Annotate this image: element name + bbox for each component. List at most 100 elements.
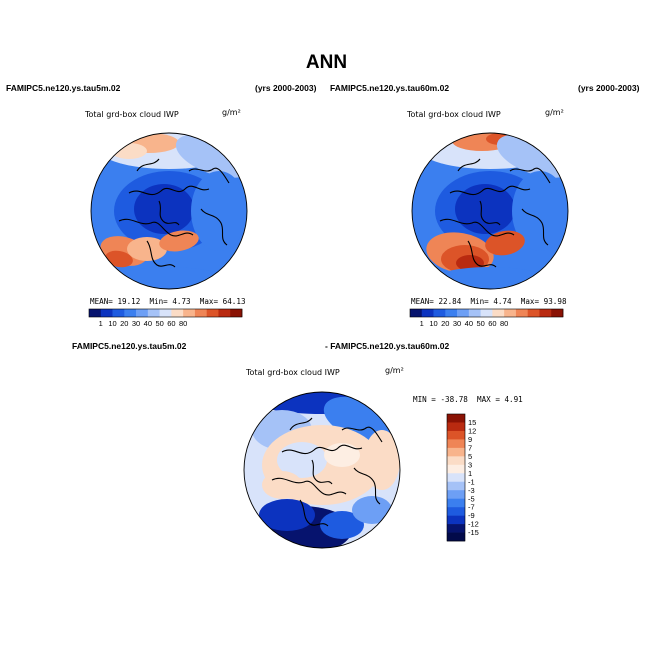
panel2-max-label: Max= bbox=[520, 297, 540, 306]
colorbar-3-tick-label: -9 bbox=[468, 511, 475, 520]
map-3-coastline bbox=[353, 467, 381, 505]
map-3-region bbox=[320, 511, 364, 539]
colorbar-3-swatch bbox=[447, 507, 465, 516]
map-2-coastline bbox=[457, 158, 481, 172]
colorbar-3-swatch bbox=[447, 414, 465, 423]
map-3-coastline bbox=[281, 444, 363, 455]
map-1-field bbox=[91, 133, 247, 289]
panel1-max-label: Max= bbox=[199, 297, 219, 306]
colorbar-1-swatch bbox=[183, 309, 196, 317]
map-2-region bbox=[512, 171, 568, 251]
map-1-coastline bbox=[200, 208, 228, 246]
colorbar-2-tick-label: 1 bbox=[420, 319, 424, 328]
map-1-region bbox=[109, 267, 229, 289]
colorbar-2-swatch bbox=[445, 309, 458, 317]
colorbar-1-swatch bbox=[100, 309, 113, 317]
panel3-stats: MIN = -38.78 MAX = 4.91 bbox=[413, 395, 523, 404]
panel2-mean-value: 22.84 bbox=[438, 297, 462, 306]
colorbar-2-swatch bbox=[527, 309, 540, 317]
map-2-coastline bbox=[521, 208, 549, 246]
colorbar-1-tick-label: 50 bbox=[155, 319, 163, 328]
map-1-coastline bbox=[136, 158, 160, 172]
panel1-mean-label: MEAN= bbox=[90, 297, 113, 306]
colorbar-2-tick-label: 80 bbox=[500, 319, 508, 328]
map-1-coastline bbox=[158, 200, 180, 226]
colorbar-3-tick-label: 7 bbox=[468, 443, 472, 452]
colorbar-3-swatch bbox=[447, 481, 465, 491]
map-1-region bbox=[134, 184, 194, 234]
map-1-coastline bbox=[188, 167, 230, 184]
colorbar-1-swatch bbox=[159, 309, 172, 317]
colorbar-3-tick-label: -3 bbox=[468, 486, 475, 495]
panel1-min-label: Min= bbox=[149, 297, 168, 306]
colorbar-1-swatch bbox=[136, 309, 149, 317]
panel3-polar-map bbox=[243, 391, 401, 549]
colorbar-2-swatch bbox=[539, 309, 552, 317]
colorbar-3-swatch bbox=[447, 439, 465, 449]
map-3-region bbox=[324, 443, 360, 467]
colorbar-3-swatch bbox=[447, 447, 465, 457]
colorbar-3-tick-label: 3 bbox=[468, 460, 472, 469]
map-3-region bbox=[364, 430, 400, 490]
panel3-max-value: 4.91 bbox=[504, 395, 523, 404]
right-case-label: FAMIPC5.ne120.ys.tau60m.02 bbox=[330, 83, 450, 93]
colorbar-2-swatch bbox=[551, 309, 564, 317]
colorbar-2-tick-label: 30 bbox=[453, 319, 461, 328]
map-1-coastline bbox=[146, 240, 176, 268]
colorbar-3-swatch bbox=[447, 532, 465, 542]
map-3-field bbox=[244, 392, 400, 548]
colorbar-3-swatch bbox=[447, 473, 465, 483]
map-3-region bbox=[262, 471, 302, 499]
colorbar-3-swatch bbox=[447, 515, 465, 525]
map-2-region bbox=[456, 255, 484, 271]
colorbar-3-tick-label: -5 bbox=[468, 494, 475, 503]
plot-title: ANN bbox=[305, 52, 348, 73]
map-2-coastline bbox=[509, 167, 551, 184]
map-1-coastline bbox=[118, 218, 194, 237]
panel2-stats: MEAN= 22.84 Min= 4.74 Max= 93.98 bbox=[411, 297, 567, 306]
map-3-boundary bbox=[243, 391, 401, 549]
map-3-coastline bbox=[341, 426, 383, 443]
map-3-coastline bbox=[299, 499, 329, 527]
colorbar-3-swatch bbox=[447, 524, 465, 533]
colorbar-1-tick-label: 10 bbox=[108, 319, 116, 328]
panel2-units: g/m² bbox=[545, 108, 564, 117]
map-2-coastline bbox=[479, 200, 501, 226]
colorbar-1-tick-label: 40 bbox=[144, 319, 152, 328]
colorbar-1-tick-label: 30 bbox=[132, 319, 140, 328]
colorbar-2-swatch bbox=[480, 309, 493, 317]
map-2-coastline bbox=[449, 185, 531, 196]
map-1-coastline bbox=[128, 185, 210, 196]
diff-left-case-label: FAMIPC5.ne120.ys.tau5m.02 bbox=[72, 341, 187, 351]
panel2-min-value: 4.74 bbox=[493, 297, 512, 306]
panel3-max-label: MAX = bbox=[477, 395, 500, 404]
colorbar-3-tick-label: -15 bbox=[468, 528, 479, 537]
panel1-max-value: 64.13 bbox=[222, 297, 246, 306]
map-2-region bbox=[430, 267, 550, 289]
map-1-region bbox=[105, 250, 133, 268]
colorbar-3-swatch bbox=[447, 464, 465, 474]
map-1-region bbox=[127, 237, 167, 261]
colorbar-3-tick-label: 12 bbox=[468, 427, 476, 436]
colorbar-1-swatch bbox=[147, 309, 160, 317]
colorbar-2-tick-label: 50 bbox=[476, 319, 484, 328]
colorbar-1-swatch bbox=[124, 309, 137, 317]
map-3-region bbox=[277, 442, 327, 478]
colorbar-3-tick-label: 5 bbox=[468, 452, 472, 461]
panel3-units: g/m² bbox=[385, 366, 404, 375]
colorbar-2-swatch bbox=[504, 309, 517, 317]
colorbar-1-tick-label: 1 bbox=[99, 319, 103, 328]
colorbar-3-frame bbox=[446, 413, 466, 542]
panel1-title: Total grd-box cloud IWP bbox=[85, 110, 179, 119]
map-3-region bbox=[259, 499, 315, 531]
map-2-coastline bbox=[439, 218, 515, 237]
colorbar-2-swatch bbox=[468, 309, 481, 317]
panel1-colorbar: 1 10 20 30 40 50 60 80 bbox=[88, 308, 243, 328]
colorbar-2-swatch bbox=[433, 309, 446, 317]
panel3-title: Total grd-box cloud IWP bbox=[246, 368, 340, 377]
panel2-min-label: Min= bbox=[470, 297, 489, 306]
colorbar-2-tick-label: 20 bbox=[441, 319, 449, 328]
panel3-min-value: -38.78 bbox=[440, 395, 468, 404]
panel1-polar-map bbox=[90, 132, 248, 290]
